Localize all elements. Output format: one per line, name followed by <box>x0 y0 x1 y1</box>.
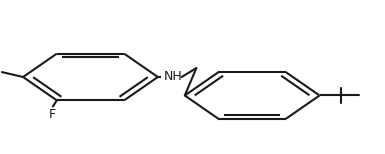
Text: NH: NH <box>164 70 182 83</box>
Text: F: F <box>49 108 56 122</box>
